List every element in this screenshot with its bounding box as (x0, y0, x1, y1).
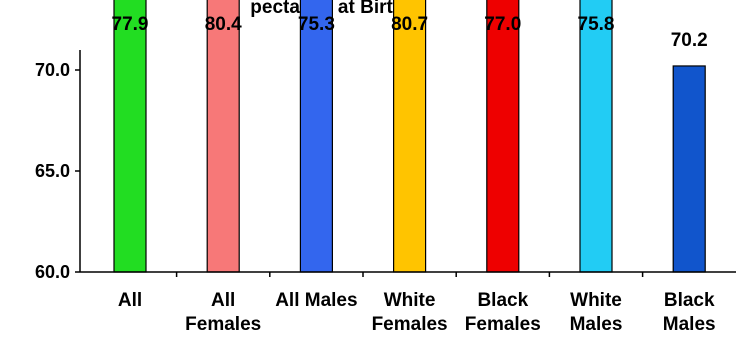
x-tick-label: All (211, 290, 235, 311)
y-tick-label: 65.0 (35, 161, 70, 181)
x-tick-label: Females (185, 314, 261, 335)
x-tick-label: White (570, 290, 622, 311)
bar (672, 65, 706, 273)
data-label: 75.8 (578, 14, 615, 35)
bar (579, 0, 613, 273)
bars-group (113, 0, 706, 273)
bar (299, 0, 333, 273)
plot-area: 60.065.070.075.080.0 (35, 60, 644, 282)
x-tick-label: Black (664, 290, 715, 311)
bar (206, 0, 240, 273)
x-tick-label: Females (372, 314, 448, 335)
data-label: 70.2 (671, 30, 708, 51)
bar (486, 0, 520, 273)
x-tick-label: All Males (275, 290, 357, 311)
x-tick-label: Black (477, 290, 528, 311)
data-label: 77.9 (112, 14, 149, 35)
x-tick-label: Females (465, 314, 541, 335)
data-label: 80.4 (205, 14, 242, 35)
x-tick-label: Males (663, 314, 716, 335)
labels-group: 77.9 All 80.4 All Females 75.3 All Males 80.7 Wh… (112, 14, 716, 335)
bar (113, 0, 147, 273)
bar (393, 0, 427, 273)
data-label: 75.3 (298, 14, 335, 35)
x-tick-label: All (118, 290, 142, 311)
x-tick-label: White (384, 290, 436, 311)
y-tick-label: 60.0 (35, 262, 70, 282)
data-label: 80.7 (391, 14, 428, 35)
y-tick-label: 70.0 (35, 60, 70, 80)
data-label: 77.0 (484, 14, 521, 35)
x-tick-label: Males (570, 314, 623, 335)
